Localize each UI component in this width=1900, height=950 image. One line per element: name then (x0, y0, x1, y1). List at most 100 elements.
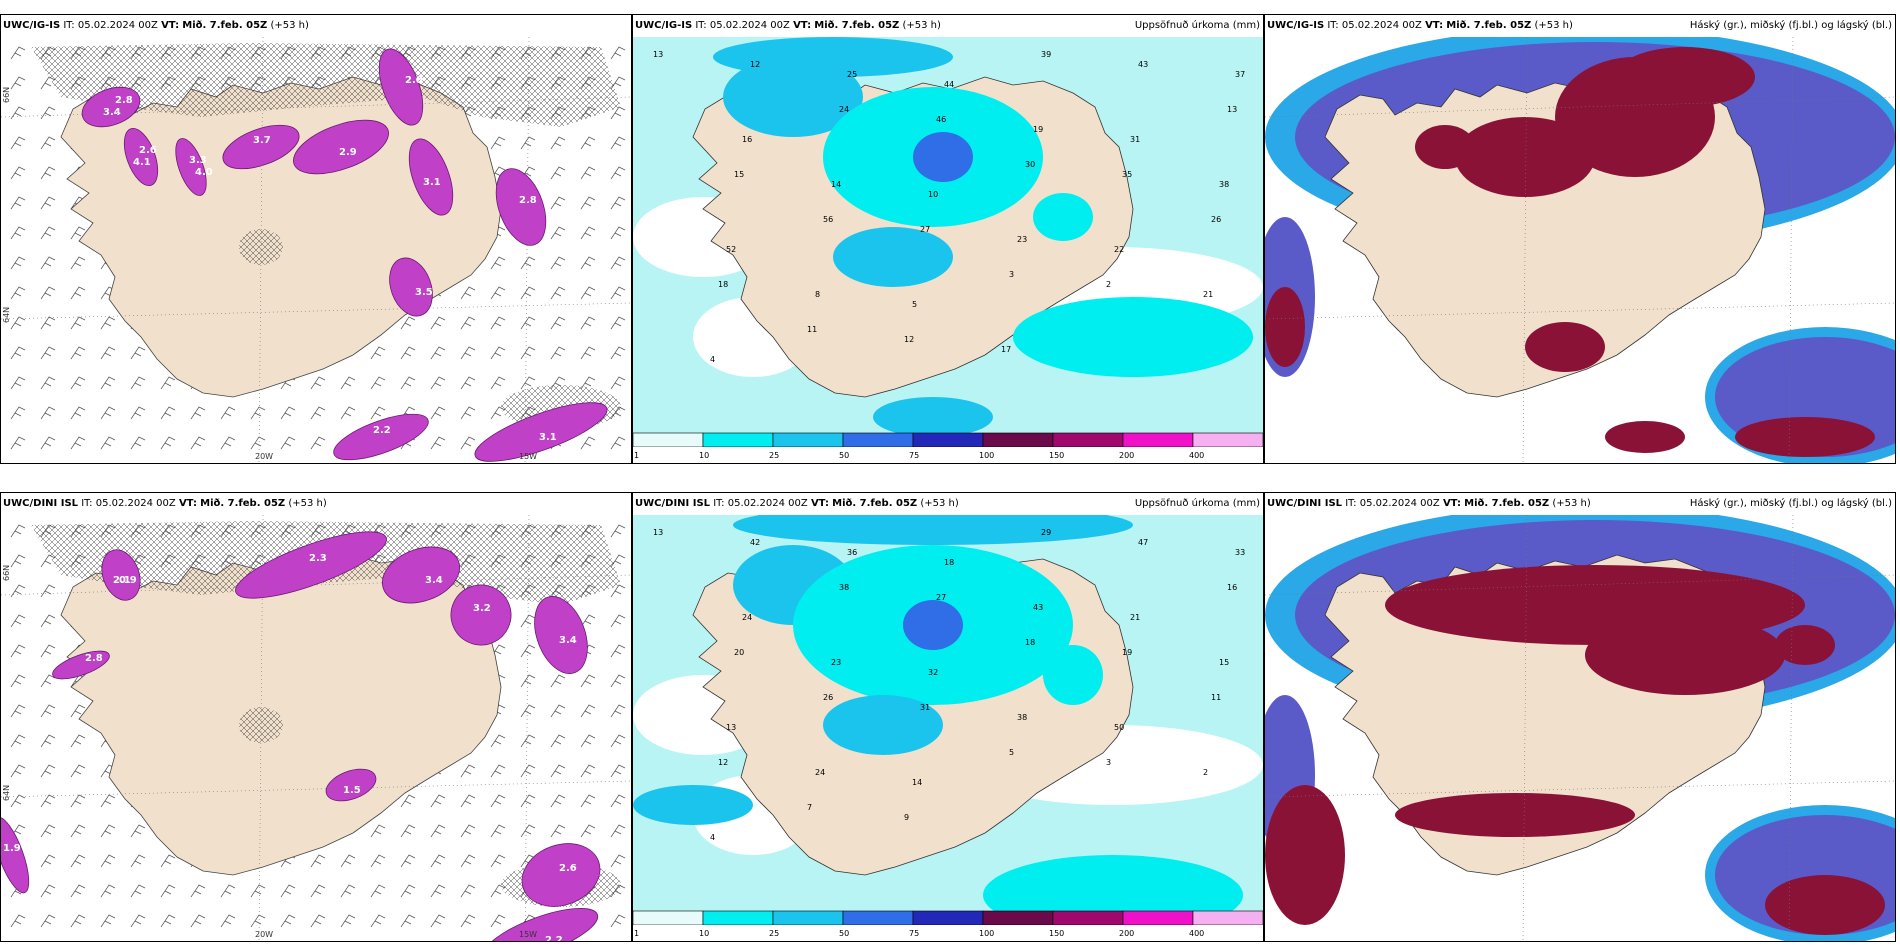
it-label: IT: (695, 20, 707, 31)
wind-barb (10, 256, 26, 270)
precip-value: 3.4 (425, 575, 443, 586)
wind-barb (280, 914, 296, 928)
wind-barb (280, 436, 296, 450)
wind-barb (400, 346, 416, 360)
precip-streak (534, 596, 588, 674)
wind-barb (100, 914, 116, 928)
wind-barb (490, 734, 506, 748)
precip-value: 13 (726, 723, 736, 732)
wind-barb (220, 406, 236, 420)
lead-time: (+53 h) (902, 20, 941, 31)
wind-barb (490, 286, 506, 300)
precip-field (1013, 297, 1253, 377)
wind-barb (550, 734, 566, 748)
wind-barb (340, 376, 356, 390)
wind-barb (610, 524, 626, 538)
precip-value: 3.1 (539, 432, 557, 443)
precip-value: 7 (807, 803, 812, 812)
wind-barb (40, 196, 56, 210)
wind-barb (220, 914, 236, 928)
precip-value: 15 (734, 170, 744, 179)
precip-value: 2.2 (373, 425, 391, 436)
precip-value-labels: 1342361829473324382743211620233218191513… (653, 528, 1245, 842)
wind-barb (310, 854, 326, 868)
lead-time: (+53 h) (288, 498, 327, 509)
wind-barb (580, 436, 596, 450)
precip-streak (381, 546, 461, 604)
legend-tick: 50 (839, 451, 849, 460)
lat-label: 64N (2, 785, 11, 801)
legend-swatch (982, 910, 1054, 926)
precip-value: 46 (936, 115, 946, 124)
wind-barb (70, 914, 86, 928)
wind-barb (370, 884, 386, 898)
wind-barb (520, 644, 536, 658)
wind-barb (190, 914, 206, 928)
it-value: 05.02.2024 00Z (1341, 20, 1422, 31)
wind-barb (10, 764, 26, 778)
legend-swatch (702, 432, 774, 448)
wind-barb (430, 376, 446, 390)
wind-barb (580, 376, 596, 390)
wind-barb (610, 436, 626, 450)
wind-barb (610, 794, 626, 808)
hatch-area (31, 43, 621, 127)
it-label: IT: (81, 498, 93, 509)
precip-value: 2.0 (405, 75, 423, 86)
wind-barb (610, 376, 626, 390)
wind-barb (610, 554, 626, 568)
precip-value: 27 (920, 225, 930, 234)
wind-barb (400, 316, 416, 330)
wind-barb (490, 256, 506, 270)
wind-barb (400, 794, 416, 808)
panel-title: Uppsöfnuð úrkoma (mm) (1134, 498, 1260, 509)
accum-precip-map: 1312254439433716244619311315141030353852… (633, 37, 1263, 463)
precip-value: 32 (928, 668, 938, 677)
wind-barb (610, 136, 626, 150)
panel-header: UWC/DINI ISL IT: 05.02.2024 00Z VT: Mið.… (1265, 493, 1895, 515)
vt-label: VT: (1425, 20, 1444, 31)
wind-barb (460, 436, 476, 450)
wind-barb (100, 316, 116, 330)
precip-value: 11 (807, 325, 817, 334)
precip-value: 24 (742, 613, 752, 622)
high-cloud-layer (1265, 47, 1875, 457)
wind-barb (460, 316, 476, 330)
wind-barb (580, 674, 596, 688)
wind-barb (250, 406, 266, 420)
wind-barb (400, 376, 416, 390)
wind-barb (340, 914, 356, 928)
wind-barb (550, 674, 566, 688)
wind-barb (130, 436, 146, 450)
wind-barb (430, 824, 446, 838)
precip-value: 30 (1025, 160, 1035, 169)
precip-streak (389, 257, 433, 317)
legend-tick: 200 (1119, 929, 1134, 938)
wind-barb (580, 226, 596, 240)
hatch-area (239, 229, 283, 265)
wind-barb (130, 914, 146, 928)
precip-value: 17 (1001, 345, 1011, 354)
wind-barb (10, 166, 26, 180)
lead-time: (+53 h) (920, 498, 959, 509)
wind-barb (520, 734, 536, 748)
wind-barb (580, 704, 596, 718)
wind-barb (190, 884, 206, 898)
panel-dini-precip-type: UWC/DINI ISL IT: 05.02.2024 00Z VT: Mið.… (0, 492, 632, 942)
precip-value: 12 (718, 758, 728, 767)
precip-streak (81, 86, 141, 128)
wind-barb (10, 286, 26, 300)
wind-barb (250, 884, 266, 898)
wind-barb (160, 884, 176, 898)
precip-type-map: 2.12.33.43.23.42.81.52.62.21.90.966N64N2… (1, 515, 631, 941)
wind-barb (40, 644, 56, 658)
wind-barb (70, 824, 86, 838)
precip-value: 56 (823, 215, 833, 224)
wind-barb (460, 824, 476, 838)
wind-barb (610, 286, 626, 300)
wind-barb (550, 226, 566, 240)
panel-title: Háský (gr.), miðský (fj.bl.) og lágský (… (1689, 20, 1892, 31)
it-value: 05.02.2024 00Z (1359, 498, 1440, 509)
wind-barb (580, 196, 596, 210)
wind-barb (70, 376, 86, 390)
